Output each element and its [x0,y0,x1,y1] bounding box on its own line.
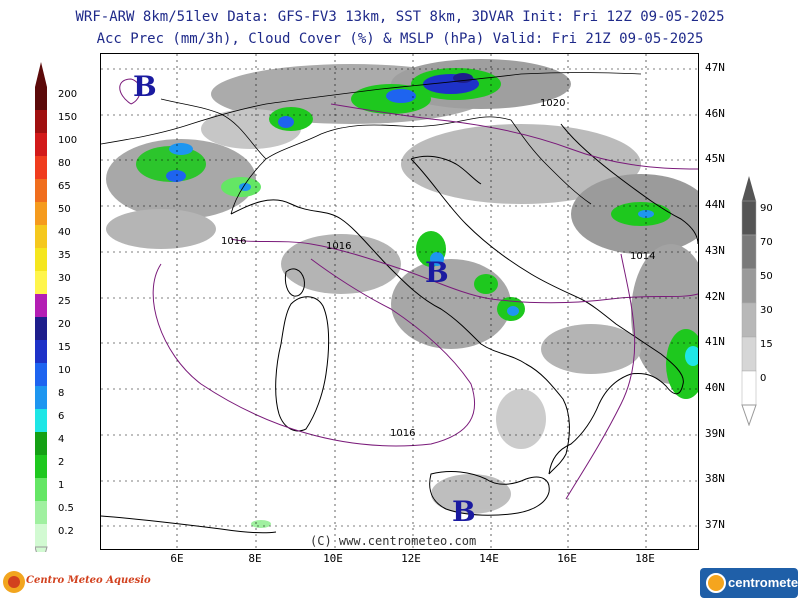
latitude-label: 45N [705,152,725,166]
low-pressure-label: B [452,495,476,528]
cloud-legend-swatch [741,234,757,270]
precip-legend-label: 200 [58,89,78,100]
precip-legend-swatch [35,363,47,386]
precip-legend-label: 0.5 [58,503,74,514]
precip-legend [35,62,48,552]
precip-legend-swatch [35,432,47,455]
logo-right-text: centrometeo [728,575,800,590]
latitude-label: 38N [705,472,725,486]
logo-left-text: Centro Meteo Aquesio [26,575,151,586]
longitude-label: 12E [401,552,421,565]
latitude-label: 42N [705,289,725,303]
precip-legend-label: 80 [58,158,71,169]
low-pressure-label: B [425,256,449,289]
precip-legend-arrow-bottom [35,546,48,552]
precip-legend-label: 40 [58,227,71,238]
precip-legend-swatch [35,294,47,317]
precip-legend-label: 50 [58,204,71,215]
cloud-legend-swatch [741,200,757,236]
precip-legend-swatch [35,110,47,133]
precip-legend-swatch [35,501,47,524]
longitude-label: 18E [635,552,655,565]
latitude-label: 37N [705,518,725,531]
precip-legend-label: 150 [58,112,78,123]
longitude-label: 10E [323,552,343,565]
cloud-legend-arrow-top [742,176,756,201]
isobar-label: 1020 [540,98,566,109]
precip-legend-swatch [35,524,47,547]
precip-legend-swatch [35,179,47,202]
isobar-label: 1016 [326,241,352,252]
cloud-legend-label: 50 [760,271,773,282]
cloud-legend-swatch [741,336,757,372]
longitude-label: 16E [557,552,577,565]
longitude-label: 6E [170,552,184,565]
isobar-label: 1016 [221,236,247,247]
longitude-label: 14E [479,552,499,565]
cloud-colorbar [741,176,757,426]
latitude-label: 47N [705,61,725,74]
precip-legend-swatch [35,87,47,110]
precip-legend-label: 15 [58,342,71,353]
cloud-legend [741,176,757,426]
isobar-label: 1014 [630,251,656,262]
precip-legend-label: 100 [58,135,78,146]
precip-legend-label: 0.2 [58,526,74,537]
longitude-label: 8E [248,552,262,565]
low-pressure-label: B [133,70,157,103]
cloud-legend-label: 30 [760,305,773,316]
precip-legend-label: 10 [58,365,71,376]
latitude-label: 46N [705,106,725,120]
precip-legend-swatch [35,271,47,294]
precip-legend-swatch [35,133,47,156]
precip-legend-label: 25 [58,296,71,307]
precip-legend-swatch [35,156,47,179]
latitude-label: 43N [705,243,725,257]
precip-colorbar [35,62,48,552]
precip-legend-swatch [35,386,47,409]
cloud-legend-arrow-bottom [741,404,757,426]
precip-legend-label: 30 [58,273,71,284]
lat-lon-grid [101,54,698,549]
precip-legend-swatch [35,225,47,248]
precip-legend-label: 20 [58,319,71,330]
precip-legend-label: 1 [58,480,65,491]
header-line-1: WRF-ARW 8km/51lev Data: GFS-FV3 13km, SS… [75,9,725,25]
country-borders [101,72,642,215]
precip-legend-swatch [35,478,47,501]
precip-legend-swatch [35,202,47,225]
latitude-label: 40N [705,380,725,394]
latitude-label: 39N [705,426,725,440]
precip-legend-swatch [35,248,47,271]
precip-legend-swatch [35,317,47,340]
latitude-label: 41N [705,335,725,349]
map-credit: (C) www.centrometeo.com [310,534,477,548]
cloud-legend-label: 70 [760,237,773,248]
cloud-legend-label: 0 [760,373,767,384]
latitude-label: 44N [705,198,725,212]
forecast-map [100,53,699,550]
cloud-legend-label: 90 [760,203,773,214]
cloud-legend-label: 15 [760,339,773,350]
header-line-2: Acc Prec (mm/3h), Cloud Cover (%) & MSLP… [96,31,704,47]
coastlines [101,123,698,534]
isobars [119,78,698,500]
cloud-legend-swatch [741,302,757,338]
precip-legend-arrow-top [35,62,47,87]
precip-legend-swatch [35,455,47,478]
precip-legend-swatch [35,409,47,432]
centrometeo-logo: centrometeo [700,568,800,598]
precip-legend-label: 4 [58,434,65,445]
precip-legend-label: 2 [58,457,65,468]
precip-legend-label: 6 [58,411,65,422]
precip-legend-label: 65 [58,181,71,192]
precip-legend-swatch [35,340,47,363]
cloud-legend-swatch [741,268,757,304]
isobar-label: 1016 [390,428,416,439]
precip-legend-label: 8 [58,388,65,399]
precip-legend-label: 35 [58,250,71,261]
centro-meteo-aquesio-logo: Centro Meteo Aquesio [2,568,151,596]
cloud-legend-swatch [741,370,757,406]
